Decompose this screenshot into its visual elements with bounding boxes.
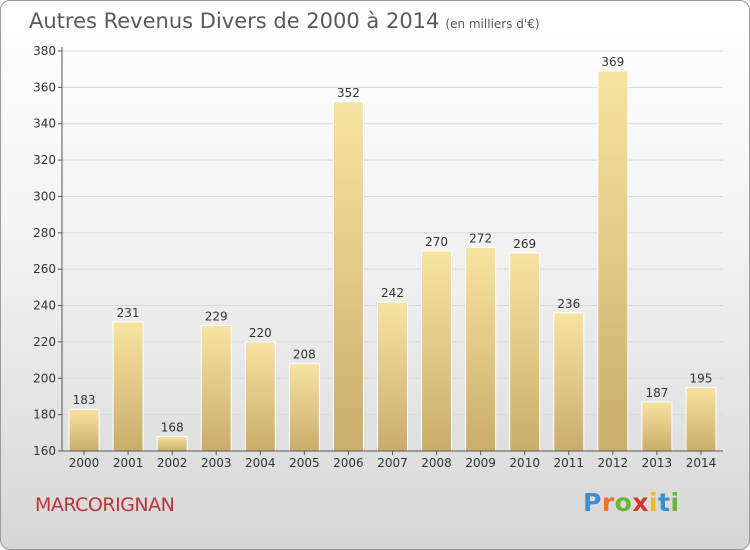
logo-letter: x	[632, 488, 649, 517]
data-label: 269	[513, 237, 536, 251]
bar	[68, 408, 100, 452]
bar	[553, 312, 585, 452]
x-tick-label: 2008	[421, 456, 452, 470]
data-label: 208	[293, 348, 316, 362]
logo-letter: i	[670, 488, 680, 517]
chart-title: Autres Revenus Divers de 2000 à 2014 (en …	[29, 9, 540, 33]
x-tick-label: 2000	[69, 456, 100, 470]
y-tick-label: 340	[33, 117, 56, 131]
y-tick-label: 380	[33, 44, 56, 58]
y-tick-label: 180	[33, 408, 56, 422]
y-tick-label: 260	[33, 262, 56, 276]
bar	[641, 401, 673, 452]
data-label: 352	[337, 86, 360, 100]
data-label: 195	[690, 371, 713, 385]
x-tick-label: 2014	[686, 456, 717, 470]
data-label: 236	[557, 297, 580, 311]
bar	[156, 435, 188, 452]
bar	[421, 250, 453, 452]
data-label: 183	[73, 393, 96, 407]
y-tick-label: 300	[33, 189, 56, 203]
bar	[685, 386, 717, 452]
title-unit: (en milliers d'€)	[445, 17, 540, 31]
y-tick-label: 280	[33, 226, 56, 240]
x-tick-label: 2007	[377, 456, 408, 470]
y-tick-label: 360	[33, 80, 56, 94]
bar	[465, 246, 497, 452]
y-tick-label: 220	[33, 335, 56, 349]
data-label: 187	[645, 386, 668, 400]
y-tick-label: 200	[33, 371, 56, 385]
proxiti-logo: Proxiti	[583, 488, 680, 517]
y-tick-label: 160	[33, 444, 56, 458]
x-tick-label: 2002	[157, 456, 188, 470]
logo-letter: t	[658, 488, 671, 517]
x-tick-label: 2006	[333, 456, 364, 470]
x-tick-label: 2004	[245, 456, 276, 470]
bar	[509, 252, 541, 452]
commune-name: MARCORIGNAN	[35, 494, 175, 516]
data-label: 231	[117, 306, 140, 320]
x-tick-label: 2010	[509, 456, 540, 470]
x-tick-label: 2005	[289, 456, 320, 470]
data-label: 272	[469, 231, 492, 245]
data-label: 242	[381, 286, 404, 300]
logo-letter: r	[601, 488, 615, 517]
data-label: 270	[425, 235, 448, 249]
bar	[288, 363, 320, 452]
data-label: 168	[161, 420, 184, 434]
bar	[244, 341, 276, 452]
x-tick-label: 2009	[465, 456, 496, 470]
logo-letter: i	[649, 488, 659, 517]
data-label: 369	[601, 55, 624, 69]
bar	[332, 101, 364, 452]
data-label: 229	[205, 310, 228, 324]
x-tick-label: 2001	[113, 456, 144, 470]
y-tick-label: 240	[33, 299, 56, 313]
title-text: Autres Revenus Divers de 2000 à 2014	[29, 9, 440, 33]
x-tick-label: 2003	[201, 456, 232, 470]
data-label: 220	[249, 326, 272, 340]
bar	[112, 321, 144, 452]
x-tick-label: 2012	[598, 456, 629, 470]
bar	[597, 70, 629, 452]
bar	[200, 325, 232, 452]
x-tick-label: 2013	[642, 456, 673, 470]
y-tick-label: 320	[33, 153, 56, 167]
logo-letter: o	[614, 488, 633, 517]
x-tick-label: 2011	[553, 456, 584, 470]
bar	[377, 301, 408, 452]
logo-letter: P	[583, 488, 602, 517]
